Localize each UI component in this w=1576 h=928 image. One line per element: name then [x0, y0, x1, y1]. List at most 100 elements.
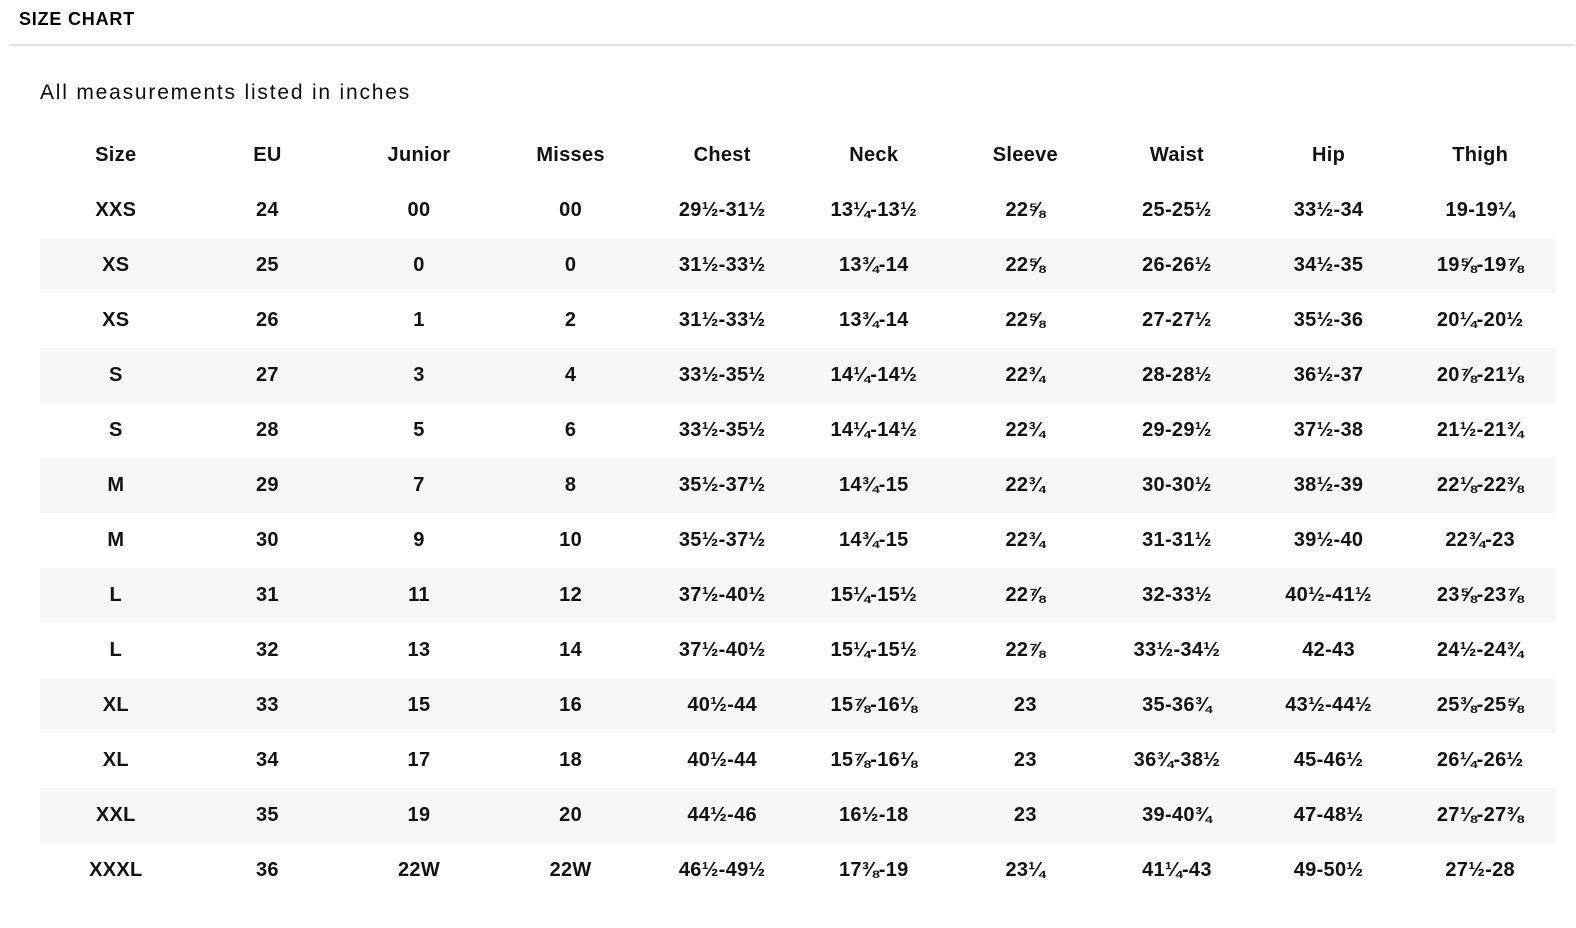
- table-cell: 9: [413, 529, 425, 551]
- table-cell: 22¾: [1005, 419, 1046, 441]
- table-cell: 41¼-43: [1142, 859, 1212, 881]
- table-cell: 17: [407, 749, 431, 771]
- table-cell: 15⅞-16⅛: [830, 694, 918, 716]
- table-cell: 20⅞-21⅛: [1436, 364, 1524, 386]
- table-cell: 22¾: [1005, 364, 1046, 386]
- table-cell: 27-27½: [1142, 309, 1212, 331]
- table-cell: M: [107, 474, 125, 496]
- table-cell: 5: [413, 419, 425, 441]
- table-cell: 35½-37½: [678, 529, 766, 551]
- table-cell: 3: [413, 364, 425, 386]
- table-cell: 35½-36: [1293, 309, 1364, 331]
- table-cell: 34: [255, 749, 279, 771]
- table-cell: 24: [255, 199, 279, 221]
- table-row: XL 34 17 18 40½-44 15⅞-16⅛ 23 36¾-38½ 45-46½ 26¼-…: [40, 733, 1556, 788]
- table-cell: 23¼: [1005, 859, 1046, 881]
- table-cell: 22⅞: [1005, 639, 1046, 661]
- table-cell: 22¾: [1005, 474, 1046, 496]
- table-cell: XXL: [95, 804, 136, 826]
- table-cell: 20: [559, 804, 582, 826]
- table-cell: 4: [564, 364, 577, 386]
- table-cell: 6: [564, 419, 577, 441]
- table-cell: 0: [413, 254, 425, 276]
- table-cell: 31: [255, 584, 279, 606]
- table-cell: 27⅛-27⅜: [1436, 804, 1524, 826]
- table-cell: 14: [559, 639, 582, 661]
- table-cell: 10: [559, 529, 582, 551]
- table-cell: 22⅝: [1005, 199, 1046, 221]
- table-cell: M: [107, 529, 125, 551]
- table-cell: 22W: [549, 859, 592, 881]
- table-cell: 22⅝: [1005, 309, 1046, 331]
- table-cell: 36¾-38½: [1133, 749, 1221, 771]
- table-cell: 25: [255, 254, 279, 276]
- table-cell: 36: [255, 859, 279, 881]
- table-cell: 44½-46: [687, 804, 757, 826]
- table-cell: XS: [102, 254, 130, 276]
- table-cell: 31-31½: [1142, 529, 1212, 551]
- table-cell: 33: [255, 694, 279, 716]
- table-row: XXL 35 19 20 44½-46 16½-18 23 39-40¾ 47-48½ 27⅛-2…: [40, 788, 1556, 843]
- table-cell: 16½-18: [838, 804, 909, 826]
- table-cell: 43½-44½: [1285, 694, 1372, 716]
- table-cell: 29: [255, 474, 279, 496]
- table-cell: 22W: [397, 859, 440, 881]
- table-cell: 26: [255, 309, 279, 331]
- table-cell: 14¾-15: [838, 474, 909, 496]
- table-cell: 23: [1013, 694, 1037, 716]
- table-cell: 35: [255, 804, 279, 826]
- table-cell: 13: [407, 639, 431, 661]
- table-cell: 14¼-14½: [830, 419, 918, 441]
- table-cell: L: [109, 639, 123, 661]
- table-cell: 19⅝-19⅞: [1436, 254, 1524, 276]
- table-cell: 47-48½: [1293, 804, 1364, 826]
- table-body: XXS 24 00 00 29½-31½ 13¼-13½ 22⅝ 25-25½ 33½-34 19…: [40, 183, 1556, 898]
- table-cell: 32: [255, 639, 279, 661]
- column-header-hip: Hip: [1311, 144, 1346, 166]
- table-cell: 33½-35½: [678, 419, 766, 441]
- table-cell: 15⅞-16⅛: [830, 749, 918, 771]
- table-cell: 37½-38: [1293, 419, 1364, 441]
- column-header-neck: Neck: [849, 144, 899, 166]
- table-cell: 27: [255, 364, 279, 386]
- table-cell: 33½-35½: [678, 364, 766, 386]
- size-chart-table: Size EU Junior Misses Chest Neck Sleeve Waist Hi…: [40, 128, 1556, 898]
- table-cell: 23: [1013, 749, 1037, 771]
- table-cell: 37½-40½: [678, 584, 766, 606]
- table-cell: 35-36¾: [1142, 694, 1212, 716]
- table-cell: 26¼-26½: [1436, 749, 1524, 771]
- table-cell: S: [108, 419, 123, 441]
- table-cell: 19: [407, 804, 431, 826]
- table-cell: 13¾-14: [838, 309, 909, 331]
- column-header-sleeve: Sleeve: [992, 144, 1058, 166]
- table-row: XS 26 1 2 31½-33½ 13¾-14 22⅝ 27-27½ 35½-36 20¼-20…: [40, 293, 1556, 348]
- table-cell: 8: [564, 474, 577, 496]
- table-row: S 27 3 4 33½-35½ 14¼-14½ 22¾ 28-28½ 36½-37 20⅞-21…: [40, 348, 1556, 403]
- table-cell: 18: [559, 749, 582, 771]
- table-cell: 46½-49½: [678, 859, 766, 881]
- column-header-misses: Misses: [536, 144, 605, 166]
- table-row: XXXL 36 22W 22W 46½-49½ 17⅜-19 23¼ 41¼-43 49-50½…: [40, 843, 1556, 898]
- table-row: L 31 11 12 37½-40½ 15¼-15½ 22⅞ 32-33½ 40½-41½ 23⅝…: [40, 568, 1556, 623]
- table-cell: 42-43: [1302, 639, 1355, 661]
- table-cell: 29½-31½: [678, 199, 766, 221]
- table-cell: XXS: [95, 199, 137, 221]
- table-cell: 17⅜-19: [838, 859, 909, 881]
- table-header-row: Size EU Junior Misses Chest Neck Sleeve Waist Hi…: [40, 128, 1556, 183]
- column-header-eu: EU: [253, 144, 282, 166]
- table-row: L 32 13 14 37½-40½ 15¼-15½ 22⅞ 33½-34½ 42-43 24½-…: [40, 623, 1556, 678]
- table-cell: 23⅝-23⅞: [1436, 584, 1524, 606]
- table-cell: 28: [255, 419, 279, 441]
- table-cell: 21½-21¾: [1436, 419, 1524, 441]
- table-cell: 7: [413, 474, 425, 496]
- table-cell: 30-30½: [1142, 474, 1212, 496]
- column-header-waist: Waist: [1149, 144, 1204, 166]
- table-cell: XXXL: [89, 859, 143, 881]
- table-head: Size EU Junior Misses Chest Neck Sleeve Waist Hi…: [40, 128, 1556, 183]
- table-cell: 27½-28: [1445, 859, 1515, 881]
- column-header-size: Size: [95, 144, 137, 166]
- table-cell: 40½-44: [687, 694, 757, 716]
- table-cell: 34½-35: [1293, 254, 1364, 276]
- table-cell: 40½-44: [687, 749, 757, 771]
- table-cell: 1: [413, 309, 425, 331]
